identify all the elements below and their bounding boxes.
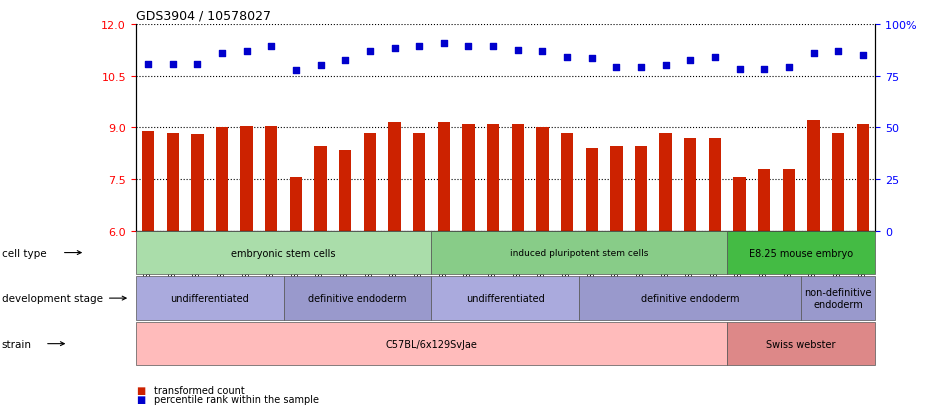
Text: undifferentiated: undifferentiated	[466, 293, 545, 304]
Bar	[660, 133, 672, 231]
Point	[140, 61, 155, 68]
Text: definitive endoderm: definitive endoderm	[641, 293, 739, 304]
Point	[732, 66, 747, 73]
Text: strain: strain	[2, 339, 32, 349]
Point	[806, 51, 821, 57]
Bar	[487, 125, 499, 231]
Point	[609, 64, 624, 71]
Bar	[241, 126, 253, 231]
Text: undifferentiated: undifferentiated	[170, 293, 249, 304]
Point	[486, 44, 501, 50]
Bar	[635, 147, 647, 231]
Bar	[438, 123, 450, 231]
Bar	[413, 133, 425, 231]
Point	[510, 47, 525, 54]
Bar	[536, 128, 548, 231]
Text: GDS3904 / 10578027: GDS3904 / 10578027	[136, 9, 271, 22]
Point	[708, 54, 723, 61]
Point	[166, 61, 181, 68]
Point	[560, 54, 575, 61]
Point	[436, 40, 451, 47]
Text: E8.25 mouse embryo: E8.25 mouse embryo	[749, 248, 854, 258]
Bar	[512, 125, 524, 231]
Point	[683, 58, 698, 64]
Bar	[191, 135, 203, 231]
Bar	[782, 169, 795, 231]
Text: Swiss webster: Swiss webster	[767, 339, 836, 349]
Point	[658, 63, 673, 69]
Point	[314, 63, 329, 69]
Bar	[561, 133, 573, 231]
Text: ■: ■	[136, 385, 145, 395]
Point	[190, 61, 205, 68]
Point	[240, 49, 255, 56]
Bar	[610, 147, 622, 231]
Bar	[216, 128, 228, 231]
Bar	[265, 126, 277, 231]
Bar	[684, 138, 696, 231]
Point	[288, 68, 303, 75]
Text: transformed count: transformed count	[154, 385, 245, 395]
Text: embryonic stem cells: embryonic stem cells	[231, 248, 336, 258]
Text: development stage: development stage	[2, 293, 103, 304]
Bar	[758, 169, 770, 231]
Text: ■: ■	[136, 394, 145, 404]
Point	[831, 49, 846, 56]
Bar	[462, 125, 475, 231]
Bar	[709, 138, 721, 231]
Bar	[388, 123, 401, 231]
Point	[388, 45, 402, 52]
Point	[757, 66, 772, 73]
Bar	[832, 133, 844, 231]
Text: non-definitive
endoderm: non-definitive endoderm	[804, 287, 872, 309]
Text: induced pluripotent stem cells: induced pluripotent stem cells	[510, 249, 649, 257]
Bar	[586, 149, 598, 231]
Text: C57BL/6x129SvJae: C57BL/6x129SvJae	[386, 339, 477, 349]
Point	[264, 44, 279, 50]
Text: cell type: cell type	[2, 248, 47, 258]
Bar	[167, 133, 179, 231]
Bar	[314, 147, 327, 231]
Bar	[808, 121, 820, 231]
Bar	[142, 131, 154, 231]
Point	[782, 64, 797, 71]
Text: definitive endoderm: definitive endoderm	[308, 293, 407, 304]
Point	[584, 56, 599, 62]
Point	[634, 64, 649, 71]
Bar	[290, 178, 302, 231]
Point	[535, 49, 550, 56]
Point	[362, 49, 377, 56]
Bar	[339, 150, 351, 231]
Point	[856, 52, 870, 59]
Bar	[734, 178, 746, 231]
Point	[412, 44, 427, 50]
Point	[338, 58, 353, 64]
Text: percentile rank within the sample: percentile rank within the sample	[154, 394, 319, 404]
Point	[214, 51, 229, 57]
Bar	[364, 133, 376, 231]
Point	[461, 44, 476, 50]
Bar	[856, 125, 869, 231]
